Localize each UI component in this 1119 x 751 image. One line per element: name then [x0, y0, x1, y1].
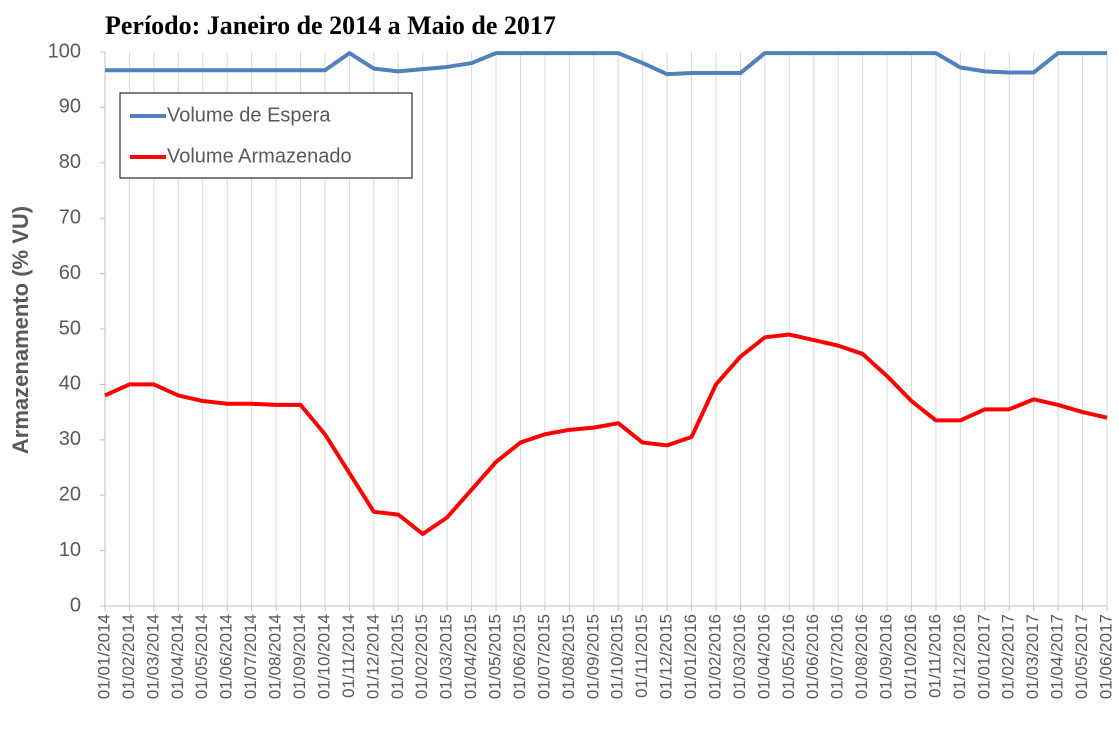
x-tick-label: 01/05/2015: [486, 614, 505, 699]
x-tick-label: 01/01/2014: [94, 614, 113, 699]
x-tick-label: 01/07/2015: [534, 614, 553, 699]
legend-label: Volume de Espera: [167, 104, 331, 126]
x-tick-label: 01/10/2015: [608, 614, 627, 699]
x-tick-label: 01/12/2016: [950, 614, 969, 699]
x-tick-label: 01/04/2017: [1048, 614, 1067, 699]
y-tick-label: 60: [59, 262, 81, 284]
x-tick-label: 01/03/2017: [1023, 614, 1042, 699]
x-tick-label: 01/06/2017: [1096, 614, 1115, 699]
legend-label: Volume Armazenado: [167, 145, 352, 167]
chart-title: Período: Janeiro de 2014 a Maio de 2017: [105, 11, 556, 40]
y-tick-label: 10: [59, 539, 81, 561]
x-tick-label: 01/04/2014: [168, 614, 187, 699]
x-tick-label: 01/11/2014: [339, 614, 358, 698]
x-tick-label: 01/11/2015: [632, 614, 651, 698]
y-axis-label: Armazenamento (% VU): [8, 206, 33, 454]
y-tick-label: 30: [59, 428, 81, 450]
x-tick-label: 01/10/2014: [314, 614, 333, 699]
x-tick-label: 01/08/2014: [266, 614, 285, 699]
x-tick-label: 01/02/2014: [119, 614, 138, 699]
x-tick-label: 01/03/2016: [730, 614, 749, 699]
x-tick-label: 01/07/2016: [828, 614, 847, 699]
x-tick-label: 01/05/2014: [192, 614, 211, 699]
x-tick-label: 01/11/2016: [925, 614, 944, 698]
legend-box: [119, 92, 413, 179]
x-tick-label: 01/03/2014: [143, 614, 162, 699]
x-tick-label: 01/03/2015: [437, 614, 456, 699]
x-tick-label: 01/02/2015: [412, 614, 431, 699]
x-tick-label: 01/09/2015: [583, 614, 602, 699]
y-tick-label: 70: [59, 206, 81, 228]
y-tick-label: 80: [59, 151, 81, 173]
x-tick-label: 01/08/2015: [559, 614, 578, 699]
y-tick-label: 40: [59, 373, 81, 395]
y-tick-label: 20: [59, 483, 81, 505]
x-tick-label: 01/12/2014: [363, 614, 382, 699]
y-tick-label: 90: [59, 96, 81, 118]
x-tick-label: 01/06/2015: [510, 614, 529, 699]
x-tick-label: 01/07/2014: [241, 614, 260, 699]
y-tick-label: 50: [59, 317, 81, 339]
series-line: [104, 332, 1108, 536]
x-tick-label: 01/02/2016: [705, 614, 724, 699]
x-tick-label: 01/09/2014: [290, 614, 309, 699]
x-tick-label: 01/05/2016: [779, 614, 798, 699]
x-tick-label: 01/04/2015: [461, 614, 480, 699]
x-tick-label: 01/06/2016: [803, 614, 822, 699]
y-tick-label: 100: [48, 40, 81, 62]
x-tick-label: 01/12/2015: [657, 614, 676, 699]
x-tick-label: 01/01/2017: [974, 614, 993, 699]
y-tick-label: 0: [70, 594, 81, 616]
x-tick-label: 01/06/2014: [217, 614, 236, 699]
series-line: [105, 51, 1107, 77]
x-tick-label: 01/01/2015: [388, 614, 407, 699]
x-tick-label: 01/01/2016: [681, 614, 700, 699]
x-tick-label: 01/05/2017: [1072, 614, 1091, 699]
x-tick-label: 01/10/2016: [901, 614, 920, 699]
x-tick-label: 01/09/2016: [877, 614, 896, 699]
x-tick-label: 01/02/2017: [999, 614, 1018, 699]
x-tick-label: 01/08/2016: [852, 614, 871, 699]
x-tick-label: 01/04/2016: [754, 614, 773, 699]
